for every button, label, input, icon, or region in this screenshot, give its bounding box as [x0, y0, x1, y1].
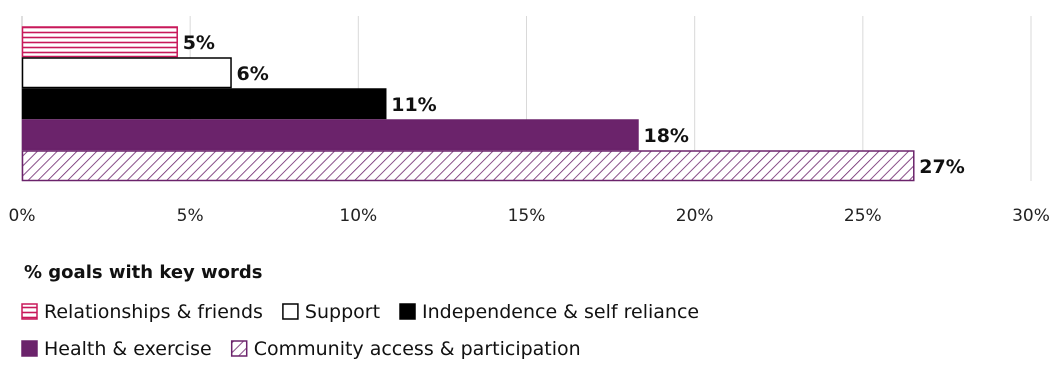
- data-label: 27%: [919, 156, 964, 178]
- x-tick-label: 5%: [177, 206, 204, 226]
- data-label: 11%: [391, 94, 436, 116]
- legend-label: Community access & participation: [254, 338, 581, 360]
- x-tick-label: 25%: [844, 206, 882, 226]
- data-label: 18%: [643, 125, 688, 147]
- legend-title: % goals with key words: [24, 262, 263, 283]
- x-tick-label: 20%: [676, 206, 714, 226]
- x-tick-label: 15%: [508, 206, 546, 226]
- legend-label: Independence & self reliance: [422, 301, 699, 323]
- legend-label: Health & exercise: [44, 338, 212, 360]
- bar-1: [21, 26, 178, 58]
- bar-3: [21, 88, 387, 120]
- x-tick-label: 0%: [9, 206, 36, 226]
- legend-swatch: [399, 303, 416, 320]
- legend-label: Support: [305, 301, 380, 323]
- bar-5: [21, 150, 915, 182]
- x-tick-label: 10%: [339, 206, 377, 226]
- data-label: 6%: [237, 63, 269, 85]
- legend-swatch: [21, 303, 38, 320]
- bar-4: [21, 119, 639, 151]
- legend-label: Relationships & friends: [44, 301, 263, 323]
- data-label: 5%: [183, 32, 215, 54]
- legend-swatch: [21, 340, 38, 357]
- x-tick-label: 30%: [1012, 206, 1050, 226]
- bar-2: [21, 57, 232, 89]
- legend-swatch: [230, 340, 248, 357]
- legend-swatch: [282, 303, 299, 320]
